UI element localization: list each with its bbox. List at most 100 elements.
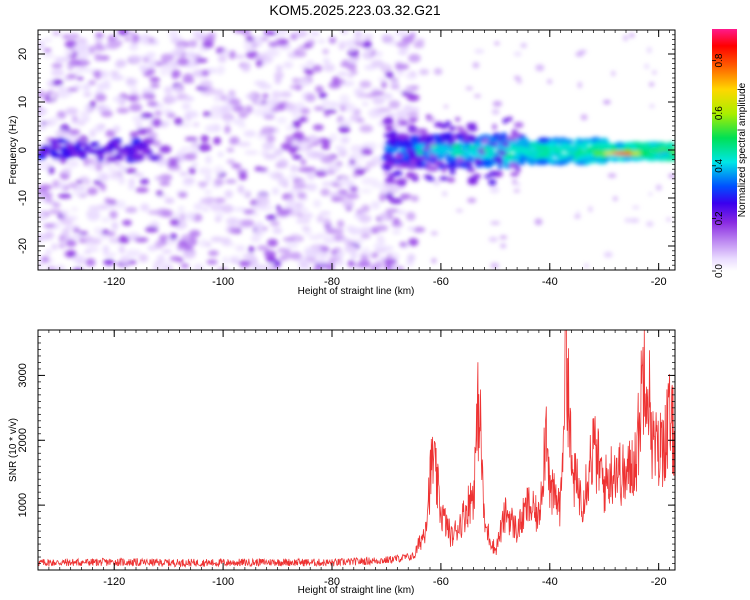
spectrogram-noise-cell: [67, 159, 79, 168]
spectrogram-noise-cell: [204, 199, 213, 207]
spectrogram-noise-cell: [297, 192, 307, 200]
spectrogram-noise-cell: [261, 126, 275, 135]
spectrogram-noise-cell: [340, 30, 349, 36]
spectrogram-noise-cell: [268, 262, 275, 269]
spectrogram-noise-cell: [516, 78, 523, 84]
spectrogram-noise-cell: [338, 119, 352, 127]
spectrogram-signal-cell: [426, 160, 432, 167]
spectrogram-y-tick-label: -10: [17, 190, 29, 206]
spectrogram-noise-cell: [381, 81, 387, 89]
spectrogram-noise-cell: [345, 193, 360, 200]
spectrogram-signal-cell: [439, 151, 451, 155]
spectrogram-noise-cell: [213, 165, 224, 175]
spectrogram-noise-cell: [360, 253, 369, 261]
spectrogram-noise-cell: [271, 187, 280, 195]
spectrogram-noise-cell: [160, 63, 175, 70]
spectrogram-noise-cell: [410, 106, 420, 112]
spectrogram-noise-cell: [151, 39, 159, 46]
spectrogram-noise-cell: [245, 94, 257, 99]
spectrogram-noise-cell: [233, 207, 248, 212]
spectrogram-signal-cell: [500, 132, 508, 139]
spectrogram-noise-cell: [274, 75, 282, 85]
spectrogram-signal-cell: [508, 162, 519, 169]
spectrogram-noise-cell: [101, 229, 109, 235]
spectrogram-noise-cell: [320, 137, 328, 144]
spectrogram-noise-cell: [490, 221, 501, 225]
spectrogram-noise-cell: [138, 253, 149, 263]
spectrogram-noise-cell: [376, 234, 385, 243]
spectrogram-noise-cell: [69, 129, 81, 136]
spectrogram-signal-cell: [615, 146, 625, 152]
spectrogram-noise-cell: [38, 213, 47, 218]
spectrogram-noise-cell: [372, 96, 385, 105]
spectrogram-noise-cell: [338, 79, 345, 84]
spectrogram-noise-cell: [277, 247, 289, 253]
spectrogram-noise-cell: [255, 98, 263, 105]
spectrogram-noise-cell: [296, 217, 308, 224]
spectrogram-noise-cell: [83, 104, 92, 111]
spectrogram-noise-cell: [118, 245, 126, 254]
spectrogram-noise-cell: [267, 171, 276, 177]
spectrogram-noise-cell: [94, 53, 102, 62]
spectrogram-noise-cell: [66, 142, 75, 150]
spectrogram-x-tick-label: -40: [542, 276, 558, 288]
spectrogram-noise-cell: [67, 87, 79, 92]
spectrogram-noise-cell: [169, 218, 180, 227]
spectrogram-signal-cell: [388, 130, 398, 137]
spectrogram-noise-cell: [96, 82, 107, 90]
spectrogram-noise-cell: [242, 253, 255, 260]
spectrogram-signal-cell: [455, 150, 466, 154]
spectrogram-noise-cell: [250, 234, 261, 243]
spectrogram-noise-cell: [151, 118, 163, 128]
spectrogram-noise-cell: [205, 155, 212, 164]
spectrogram-noise-cell: [338, 125, 351, 134]
spectrogram-y-axis-label: Frequency (Hz): [8, 116, 19, 185]
spectrogram-noise-cell: [336, 219, 345, 228]
spectrogram-signal-cell: [522, 151, 531, 156]
spectrogram-signal-cell: [539, 151, 549, 156]
spectrogram-noise-cell: [261, 110, 275, 116]
spectrogram-noise-cell: [229, 136, 240, 145]
spectrogram-noise-cell: [272, 227, 283, 235]
spectrogram-signal-cell: [445, 120, 451, 127]
spectrogram-noise-cell: [391, 263, 399, 270]
spectrogram-noise-cell: [127, 31, 137, 37]
spectrogram-noise-cell: [265, 50, 277, 58]
spectrogram-noise-cell: [328, 36, 337, 44]
spectrogram-noise-cell: [352, 153, 367, 161]
spectrogram-y-tick-label: -20: [17, 238, 29, 254]
spectrogram-noise-cell: [208, 250, 219, 257]
spectrogram-noise-cell: [103, 252, 117, 257]
spectrogram-noise-cell: [361, 204, 370, 213]
spectrogram-noise-cell: [109, 210, 118, 219]
spectrogram-noise-cell: [306, 39, 316, 45]
spectrogram-noise-cell: [358, 259, 371, 268]
spectrogram-noise-cell: [40, 255, 50, 264]
spectrogram-noise-cell: [603, 100, 611, 105]
spectrogram-noise-cell: [302, 212, 314, 219]
spectrogram-noise-cell: [150, 220, 159, 227]
spectrogram-noise-cell: [303, 248, 317, 256]
spectrogram-noise-cell: [371, 181, 385, 189]
spectrogram-signal-cell: [478, 163, 486, 167]
spectrogram-noise-cell: [244, 150, 259, 155]
spectrogram-noise-cell: [207, 114, 221, 120]
spectrogram-noise-cell: [58, 182, 67, 190]
spectrogram-noise-cell: [339, 94, 350, 104]
spectrogram-noise-cell: [363, 34, 374, 39]
spectrogram-noise-cell: [89, 246, 100, 252]
spectrogram-noise-cell: [65, 239, 77, 248]
spectrogram-noise-cell: [488, 236, 499, 243]
spectrogram-noise-cell: [167, 157, 180, 163]
spectrogram-noise-cell: [360, 148, 373, 156]
spectrogram-signal-cell: [593, 158, 603, 163]
spectrogram-signal-cell: [569, 153, 576, 159]
spectrogram-noise-cell: [306, 183, 318, 192]
spectrogram-noise-cell: [345, 39, 356, 48]
spectrogram-noise-cell: [465, 86, 473, 90]
spectrogram-signal-cell: [388, 158, 399, 162]
spectrogram-noise-cell: [95, 163, 103, 172]
spectrogram-noise-cell: [103, 259, 115, 266]
spectrogram-signal-cell: [492, 123, 497, 130]
spectrogram-noise-cell: [148, 68, 156, 75]
